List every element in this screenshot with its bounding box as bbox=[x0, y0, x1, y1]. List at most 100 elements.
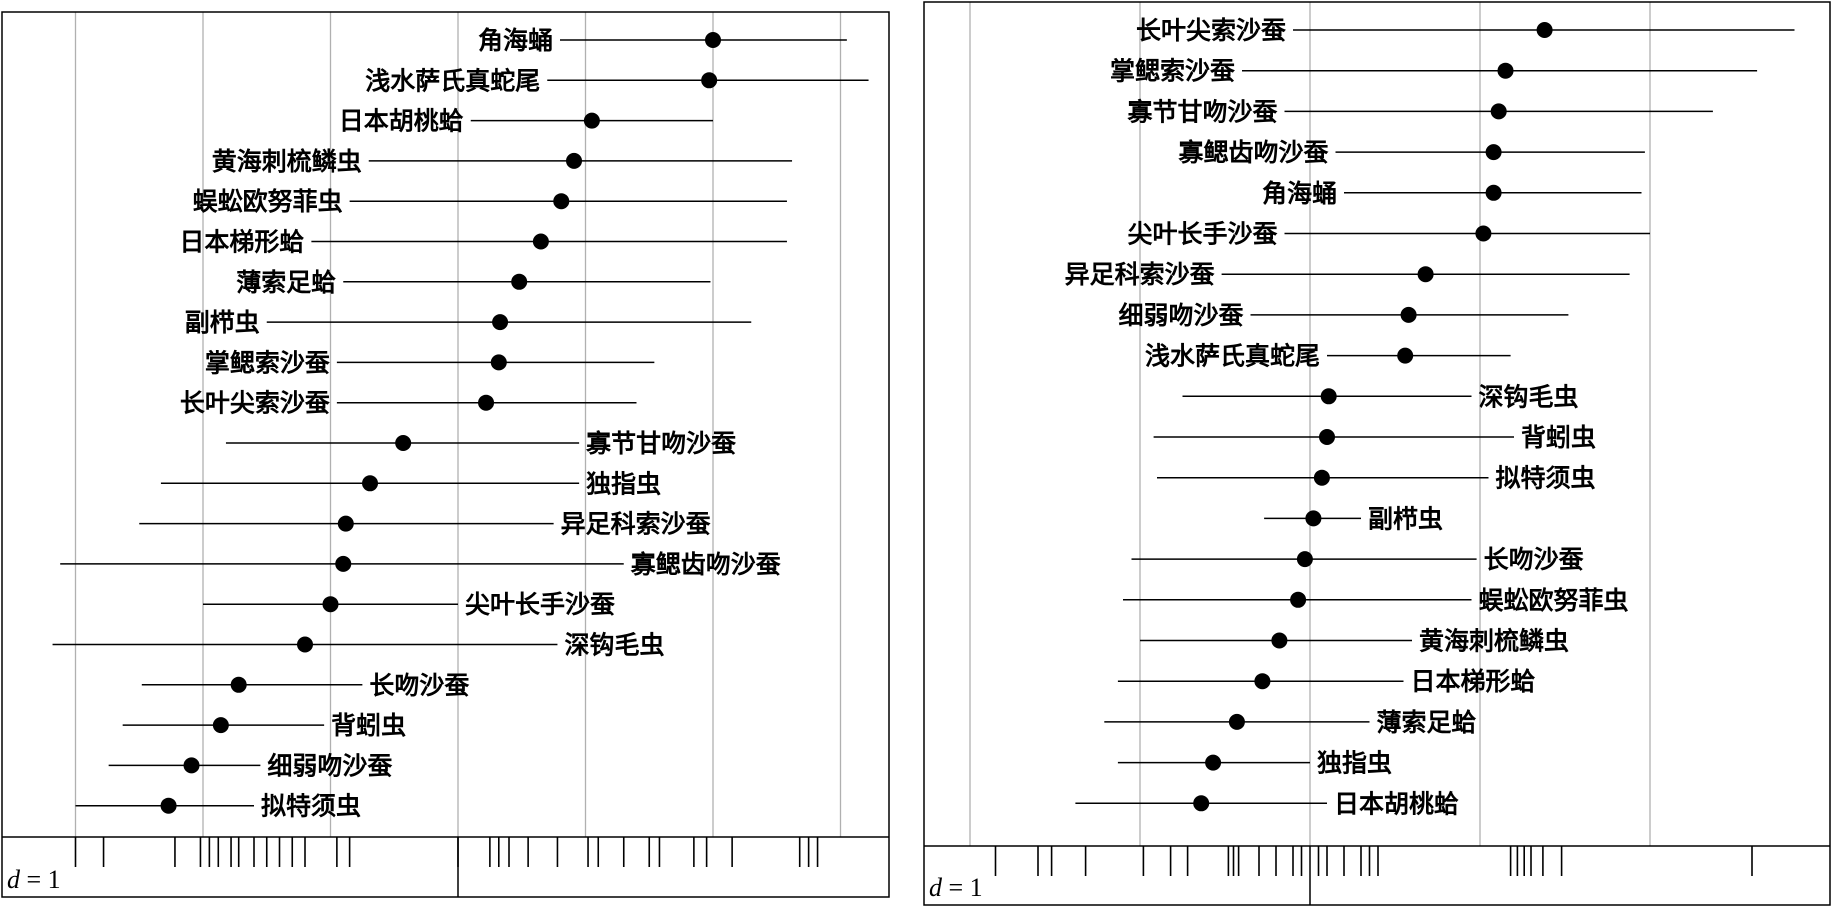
data-point bbox=[1305, 510, 1322, 527]
row-right-10: 背蚓虫 bbox=[1153, 423, 1596, 452]
row-left-16: 长吻沙蚕 bbox=[141, 671, 469, 700]
row-right-9: 深钩毛虫 bbox=[1182, 382, 1579, 411]
row-right-11: 拟特须虫 bbox=[1157, 464, 1596, 493]
data-point bbox=[297, 636, 313, 653]
data-point bbox=[1397, 347, 1414, 364]
data-point bbox=[1320, 388, 1337, 405]
row-label: 深钩毛虫 bbox=[564, 631, 664, 660]
row-label: 长叶尖索沙蚕 bbox=[1136, 16, 1286, 45]
row-right-14: 蜈蚣欧努菲虫 bbox=[1123, 586, 1629, 615]
row-label: 尖叶长手沙蚕 bbox=[1127, 220, 1277, 249]
data-point bbox=[160, 797, 177, 814]
row-label: 蜈蚣欧努菲虫 bbox=[193, 187, 343, 216]
data-point bbox=[1400, 306, 1417, 323]
row-label: 深钩毛虫 bbox=[1479, 382, 1579, 411]
row-label: 掌鳃索沙蚕 bbox=[205, 348, 330, 377]
data-point bbox=[1536, 22, 1553, 38]
scale-label-italic: d bbox=[7, 865, 21, 894]
row-left-8: 掌鳃索沙蚕 bbox=[205, 348, 655, 377]
data-point bbox=[1228, 713, 1245, 730]
row-right-18: 独指虫 bbox=[1117, 749, 1392, 778]
row-left-0: 角海蛹 bbox=[478, 26, 847, 55]
data-point bbox=[1290, 591, 1307, 608]
row-label: 日本梯形蛤 bbox=[1411, 667, 1536, 696]
data-point bbox=[362, 475, 379, 492]
row-label: 长吻沙蚕 bbox=[369, 671, 469, 700]
row-label: 细弱吻沙蚕 bbox=[1118, 301, 1243, 330]
scale-label: d = 1 bbox=[7, 865, 61, 894]
scale-label-rest: = 1 bbox=[20, 865, 61, 894]
row-left-19: 拟特须虫 bbox=[75, 792, 361, 821]
row-left-7: 副栉虫 bbox=[185, 308, 752, 337]
data-point bbox=[183, 757, 200, 774]
row-label: 薄索足蛤 bbox=[1377, 708, 1477, 737]
data-point bbox=[583, 112, 600, 129]
row-left-6: 薄索足蛤 bbox=[236, 268, 711, 297]
row-left-3: 黄海刺梳鳞虫 bbox=[212, 147, 793, 176]
data-point bbox=[532, 233, 549, 250]
data-point bbox=[1193, 795, 1210, 812]
row-right-8: 浅水萨氏真蛇尾 bbox=[1145, 342, 1511, 371]
row-left-12: 异足科索沙蚕 bbox=[139, 510, 711, 539]
data-point bbox=[701, 72, 718, 89]
row-label: 角海蛹 bbox=[478, 26, 553, 55]
row-left-10: 寡节甘吻沙蚕 bbox=[225, 429, 736, 458]
row-label: 角海蛹 bbox=[1262, 179, 1337, 208]
scale-label-italic: d bbox=[929, 873, 943, 902]
row-label: 蜈蚣欧努菲虫 bbox=[1479, 586, 1629, 615]
panel-frame bbox=[1, 11, 890, 898]
data-point bbox=[337, 515, 354, 532]
row-label: 寡节甘吻沙蚕 bbox=[585, 429, 736, 458]
data-point bbox=[1490, 103, 1507, 120]
data-point bbox=[335, 555, 352, 572]
data-point bbox=[1296, 551, 1313, 568]
row-label: 副栉虫 bbox=[1368, 504, 1443, 533]
row-left-14: 尖叶长手沙蚕 bbox=[203, 590, 615, 619]
data-point bbox=[322, 596, 339, 613]
row-label: 独指虫 bbox=[1317, 749, 1392, 778]
row-label: 浅水萨氏真蛇尾 bbox=[365, 66, 540, 95]
data-point bbox=[1254, 673, 1271, 690]
row-left-1: 浅水萨氏真蛇尾 bbox=[365, 66, 869, 95]
scale-label: d = 1 bbox=[929, 873, 983, 902]
panel-right: 长叶尖索沙蚕掌鳃索沙蚕寡节甘吻沙蚕寡鳃齿吻沙蚕角海蛹尖叶长手沙蚕异足科索沙蚕细弱… bbox=[923, 1, 1831, 906]
row-right-17: 薄索足蛤 bbox=[1104, 708, 1477, 737]
data-point bbox=[212, 717, 229, 734]
row-right-1: 掌鳃索沙蚕 bbox=[1110, 57, 1758, 86]
row-left-5: 日本梯形蛤 bbox=[179, 228, 787, 257]
data-point bbox=[705, 32, 721, 48]
row-label: 拟特须虫 bbox=[1496, 464, 1596, 493]
data-point bbox=[511, 273, 528, 290]
data-point bbox=[1475, 225, 1492, 242]
row-label: 拟特须虫 bbox=[261, 792, 361, 821]
data-point bbox=[1319, 429, 1335, 445]
row-right-3: 寡鳃齿吻沙蚕 bbox=[1177, 138, 1645, 167]
row-label: 异足科索沙蚕 bbox=[1065, 260, 1215, 289]
row-right-4: 角海蛹 bbox=[1262, 179, 1642, 208]
row-label: 掌鳃索沙蚕 bbox=[1110, 57, 1235, 86]
row-label: 寡节甘吻沙蚕 bbox=[1126, 97, 1277, 126]
row-right-7: 细弱吻沙蚕 bbox=[1118, 301, 1569, 330]
data-point bbox=[1485, 144, 1502, 161]
row-label: 寡鳃齿吻沙蚕 bbox=[1177, 138, 1328, 167]
row-label: 细弱吻沙蚕 bbox=[267, 751, 392, 780]
row-left-11: 独指虫 bbox=[160, 469, 661, 498]
row-label: 独指虫 bbox=[586, 469, 661, 498]
row-left-13: 寡鳃齿吻沙蚕 bbox=[60, 550, 781, 579]
panel-left: 角海蛹浅水萨氏真蛇尾日本胡桃蛤黄海刺梳鳞虫蜈蚣欧努菲虫日本梯形蛤薄索足蛤副栉虫掌… bbox=[1, 11, 890, 898]
row-right-6: 异足科索沙蚕 bbox=[1065, 260, 1630, 289]
row-right-16: 日本梯形蛤 bbox=[1117, 667, 1536, 696]
data-point bbox=[1271, 632, 1288, 649]
row-label: 背蚓虫 bbox=[331, 711, 406, 740]
row-label: 黄海刺梳鳞虫 bbox=[212, 147, 362, 176]
data-point bbox=[395, 435, 412, 451]
row-left-17: 背蚓虫 bbox=[122, 711, 406, 740]
data-point bbox=[230, 676, 247, 693]
row-label: 日本胡桃蛤 bbox=[339, 107, 464, 136]
panel-frame bbox=[923, 1, 1831, 906]
data-point bbox=[1485, 184, 1502, 201]
data-point bbox=[490, 354, 507, 371]
row-right-15: 黄海刺梳鳞虫 bbox=[1140, 627, 1569, 656]
data-point bbox=[1205, 754, 1222, 771]
